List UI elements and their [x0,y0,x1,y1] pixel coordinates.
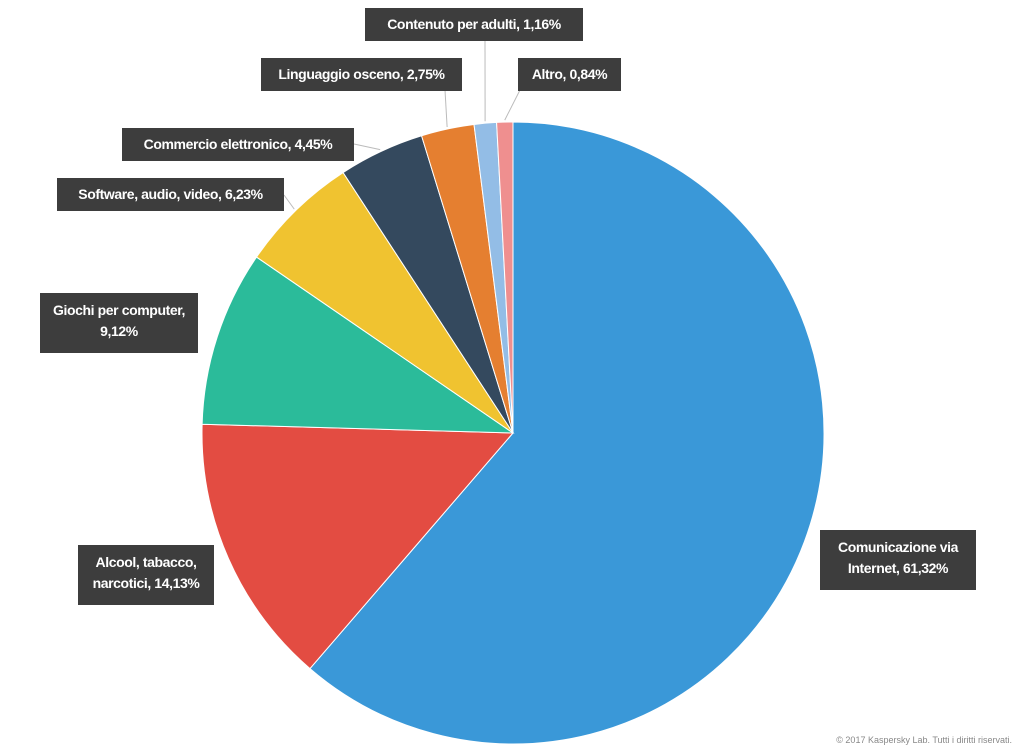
leader-line [353,143,381,151]
slice-label: Comunicazione via Internet, 61,32% [820,530,976,590]
pie-slice [201,256,515,434]
leader-line [504,89,521,121]
slice-label: Alcool, tabacco, narcotici, 14,13% [78,545,214,605]
pie-slice [201,423,515,670]
slice-label: Software, audio, video, 6,23% [57,178,284,211]
slice-label: Contenuto per adulti, 1,16% [365,8,583,41]
pie-slice [255,171,514,434]
slice-label: Commercio elettronico, 4,45% [122,128,354,161]
leader-line [444,89,448,128]
leader-line [283,194,295,210]
footnote: © 2017 Kaspersky Lab. Tutti i diritti ri… [836,735,1012,745]
slice-label: Giochi per computer, 9,12% [40,293,198,353]
slice-label: Linguaggio osceno, 2,75% [261,58,462,91]
pie-slice [496,121,514,434]
slice-label: Altro, 0,84% [518,58,621,91]
pie-slice [309,121,825,745]
